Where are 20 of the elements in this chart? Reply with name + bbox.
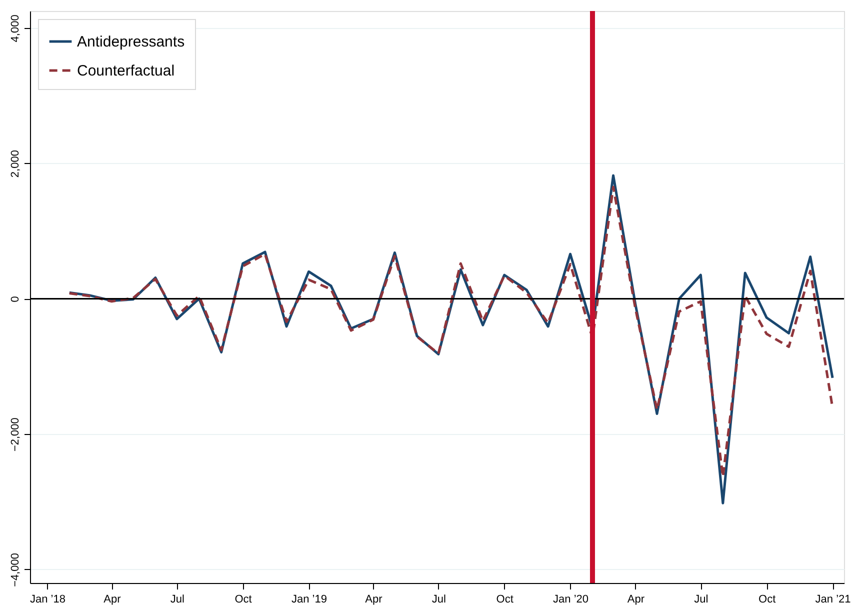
x-tick-label: Jul xyxy=(694,594,708,606)
legend-label: Counterfactual xyxy=(77,62,175,80)
y-tick-label: 4,000 xyxy=(10,14,22,42)
x-tick-label: Oct xyxy=(758,594,776,606)
y-tick-label: 2,000 xyxy=(10,150,22,178)
y-tick-label: −2,000 xyxy=(10,418,22,452)
x-tick-label: Oct xyxy=(496,594,514,606)
x-tick-label: Jan ’18 xyxy=(30,594,66,606)
x-tick-label: Jan ’20 xyxy=(553,594,589,606)
legend-label: Antidepressants xyxy=(77,34,185,50)
y-tick-label: −4,000 xyxy=(10,552,22,587)
x-tick-label: Jul xyxy=(432,594,446,606)
x-tick-label: Apr xyxy=(627,594,645,606)
y-tick-label: 0 xyxy=(10,296,22,302)
x-tick-label: Jan ’19 xyxy=(291,594,327,606)
x-tick-label: Jul xyxy=(170,594,184,606)
x-tick-label: Apr xyxy=(365,594,383,606)
x-tick-label: Oct xyxy=(234,594,252,606)
x-tick-label: Jan ’21 xyxy=(815,594,851,606)
x-tick-label: Apr xyxy=(104,594,122,606)
